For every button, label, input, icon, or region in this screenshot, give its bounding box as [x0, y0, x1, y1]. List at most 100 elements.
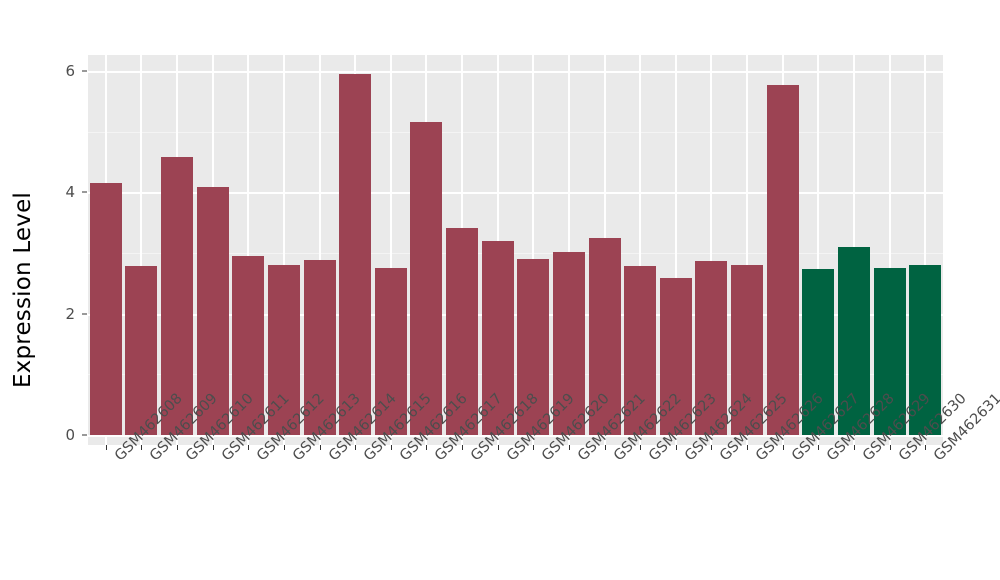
x-axis-tick-label: GSM462612 — [254, 391, 328, 465]
x-axis-tick-label: GSM462626 — [753, 391, 827, 465]
y-axis-tick-mark — [82, 313, 87, 315]
x-axis-tick-mark — [248, 445, 250, 450]
bar — [303, 260, 336, 435]
x-axis-tick-mark — [105, 445, 107, 450]
gridline-vertical-major — [817, 55, 820, 445]
x-axis-tick-label: GSM462621 — [575, 391, 649, 465]
gridline-vertical-major — [710, 55, 713, 445]
bar — [552, 252, 585, 435]
bar — [232, 255, 265, 435]
y-axis-tick-mark — [82, 434, 87, 436]
x-axis-tick-label: GSM462620 — [539, 391, 613, 465]
gridline-horizontal-major — [88, 435, 943, 437]
x-axis-tick-mark — [497, 445, 499, 450]
x-axis-tick-mark — [675, 445, 677, 450]
gridline-vertical-major — [567, 55, 570, 445]
x-axis-tick-mark — [640, 445, 642, 450]
gridline-vertical-major — [247, 55, 250, 445]
x-axis-tick-mark — [355, 445, 357, 450]
bar — [659, 277, 692, 435]
gridline-vertical-major — [282, 55, 285, 445]
x-axis-tick-label: GSM462617 — [432, 391, 506, 465]
gridline-vertical-major — [318, 55, 321, 445]
x-axis-tick-label: GSM462613 — [290, 391, 364, 465]
x-axis-tick-mark — [212, 445, 214, 450]
x-axis-tick-label: GSM462614 — [326, 391, 400, 465]
x-axis-tick-mark — [568, 445, 570, 450]
gridline-horizontal-minor — [88, 374, 943, 376]
x-axis-tick-mark — [711, 445, 713, 450]
gridline-horizontal-major — [88, 313, 943, 316]
y-axis-tick-label: 2 — [65, 304, 75, 323]
x-axis-tick-label: GSM462609 — [147, 391, 221, 465]
x-axis-tick-mark — [818, 445, 820, 450]
gridline-vertical-major — [140, 55, 143, 445]
bar — [837, 246, 870, 435]
x-axis-tick-label: GSM462616 — [397, 391, 471, 465]
bar — [161, 157, 194, 435]
gridline-horizontal-major — [88, 70, 943, 73]
bar — [125, 266, 158, 435]
x-axis-tick-mark — [177, 445, 179, 450]
x-axis-tick-label: GSM462625 — [717, 391, 791, 465]
x-axis-tick-label: GSM462628 — [824, 391, 898, 465]
y-axis-tick-label: 0 — [65, 426, 75, 444]
x-axis-tick-mark — [283, 445, 285, 450]
gridline-vertical-major — [888, 55, 891, 445]
plot-panel — [88, 55, 943, 445]
bar — [446, 228, 479, 435]
y-axis-tick-mark — [82, 70, 87, 72]
bar — [873, 268, 906, 435]
bar — [624, 266, 657, 435]
bar — [481, 240, 514, 435]
gridline-vertical-major — [746, 55, 749, 445]
bar — [766, 85, 799, 435]
x-axis-tick-mark — [604, 445, 606, 450]
bar — [89, 183, 122, 435]
bar — [410, 121, 443, 435]
x-axis-tick-label: GSM462629 — [860, 391, 934, 465]
bar — [374, 268, 407, 435]
bar — [339, 74, 372, 435]
x-axis-tick-label: GSM462618 — [468, 391, 542, 465]
gridline-vertical-major — [532, 55, 535, 445]
x-axis-tick-mark — [747, 445, 749, 450]
x-axis-tick-label: GSM462623 — [646, 391, 720, 465]
x-axis-tick-label: GSM462622 — [611, 391, 685, 465]
bar — [695, 260, 728, 435]
x-axis-tick-label: GSM462619 — [504, 391, 578, 465]
x-axis-tick-mark — [889, 445, 891, 450]
x-axis-tick-label: GSM462610 — [183, 391, 257, 465]
gridline-vertical-major — [389, 55, 392, 445]
y-axis-tick-mark — [82, 191, 87, 193]
y-axis-tick-label: 4 — [65, 183, 75, 202]
x-axis-tick-mark — [390, 445, 392, 450]
y-axis-title: Expression Level — [10, 191, 36, 389]
x-axis-tick-mark — [782, 445, 784, 450]
bar — [909, 265, 942, 435]
y-axis-tick-label: 6 — [65, 61, 75, 80]
x-axis-tick-mark — [853, 445, 855, 450]
x-axis-tick-label: GSM462631 — [931, 390, 1000, 465]
x-axis-tick-mark — [533, 445, 535, 450]
bar — [267, 265, 300, 435]
bar — [588, 237, 621, 435]
x-axis-tick-label: GSM462624 — [682, 391, 756, 465]
x-axis-tick-mark — [925, 445, 927, 450]
gridline-horizontal-minor — [88, 131, 943, 133]
gridline-vertical-major — [674, 55, 677, 445]
gridline-vertical-major — [924, 55, 927, 445]
gridline-horizontal-major — [88, 192, 943, 195]
bar — [517, 258, 550, 435]
bar — [731, 265, 764, 435]
x-axis-tick-label: GSM462627 — [789, 391, 863, 465]
x-axis-tick-label: GSM462611 — [219, 391, 293, 465]
x-axis-tick-label: GSM462630 — [896, 391, 970, 465]
bar — [802, 268, 835, 435]
x-axis-tick-mark — [462, 445, 464, 450]
x-axis-tick-label: GSM462608 — [112, 391, 186, 465]
bar — [196, 186, 229, 435]
x-axis-tick-label: GSM462615 — [361, 391, 435, 465]
x-axis-tick-mark — [141, 445, 143, 450]
